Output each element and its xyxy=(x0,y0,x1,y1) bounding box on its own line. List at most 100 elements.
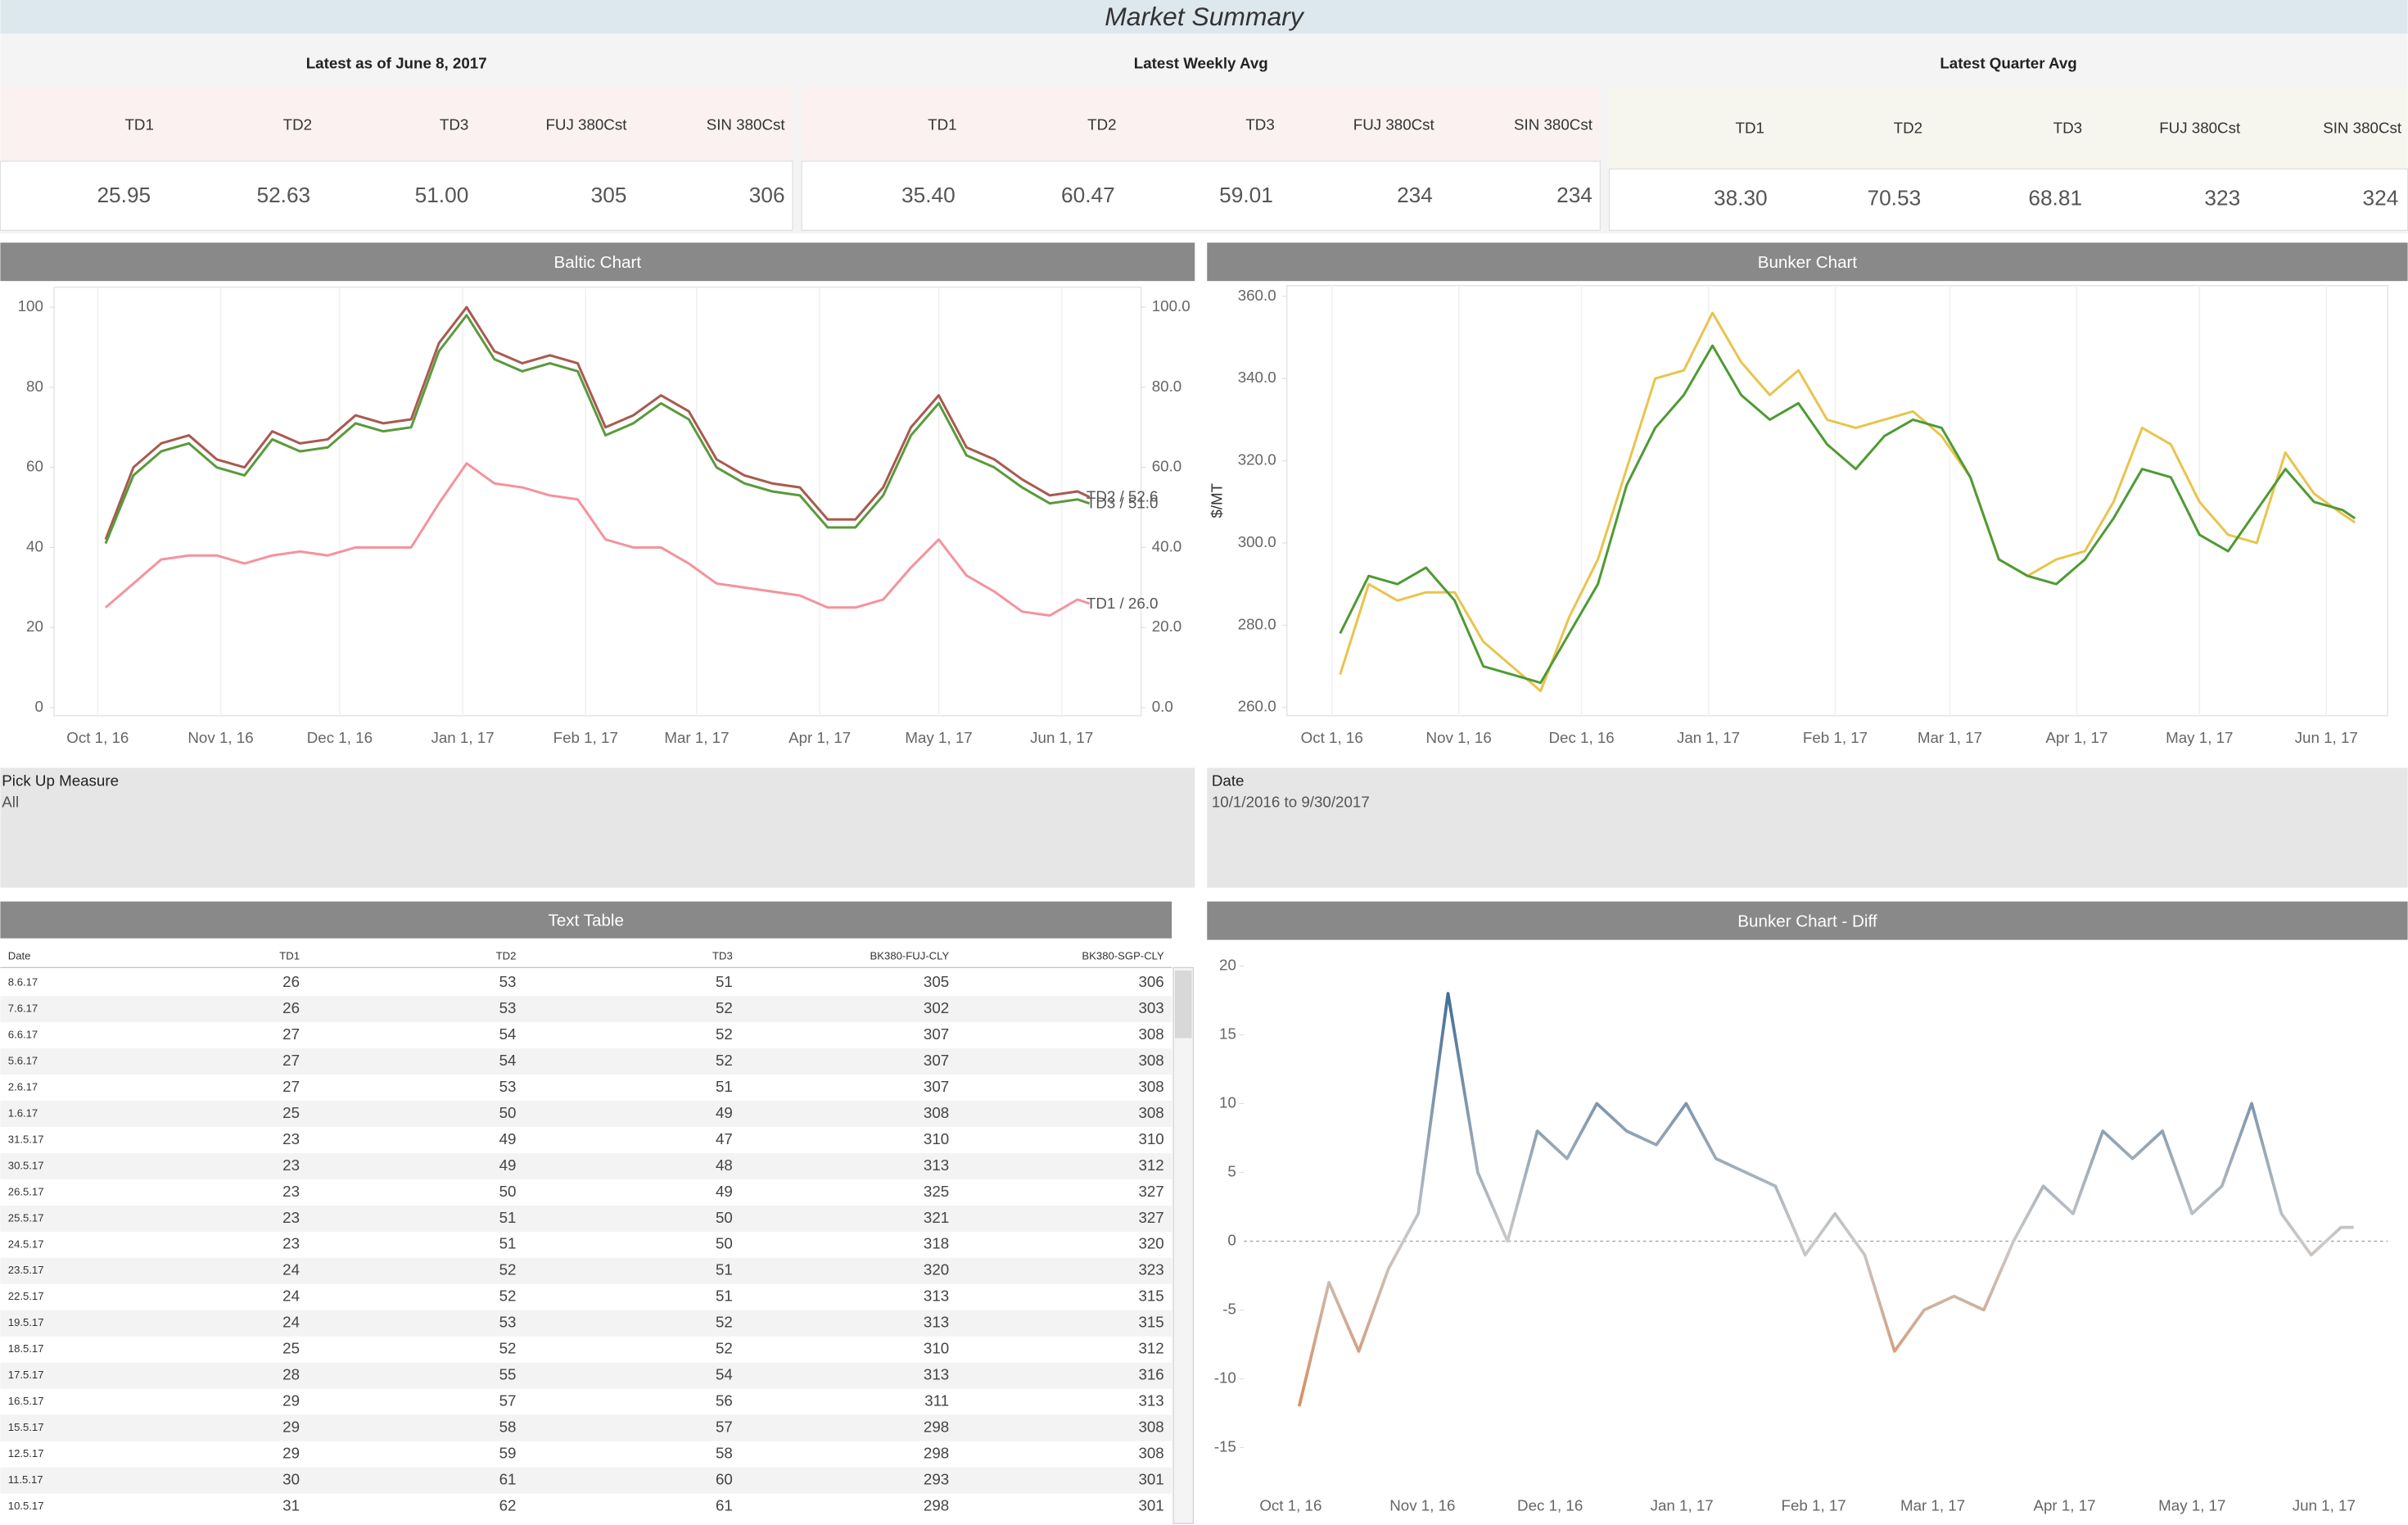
table-cell: 312 xyxy=(1138,1340,1163,1357)
table-cell: 54 xyxy=(499,1025,517,1043)
table-cell: 321 xyxy=(924,1209,949,1226)
kpi-value-row xyxy=(0,161,793,231)
table-row-band xyxy=(0,1362,1172,1389)
table-cell: 313 xyxy=(924,1366,949,1383)
table-cell: 51 xyxy=(716,1287,733,1305)
table-cell: 55 xyxy=(499,1366,517,1383)
table-cell: 26 xyxy=(282,999,300,1016)
table-cell: 16.5.17 xyxy=(8,1395,44,1407)
series-line xyxy=(1339,344,2356,685)
table-cell: 313 xyxy=(924,1156,949,1174)
kpi-header-row xyxy=(0,87,793,161)
x-tick-label: Oct 1, 16 xyxy=(1301,729,1363,746)
table-row-band xyxy=(0,1467,1172,1494)
table-cell: 293 xyxy=(924,1470,949,1487)
y2-tick-label: 80.0 xyxy=(1152,378,1182,395)
table-cell: 26.5.17 xyxy=(8,1185,44,1197)
table-cell: 315 xyxy=(1138,1314,1163,1331)
table-cell: 53 xyxy=(499,1078,517,1095)
kpi-header: TD3 xyxy=(1245,116,1274,133)
x-tick-label: May 1, 17 xyxy=(2158,1496,2225,1514)
table-cell: 10.5.17 xyxy=(8,1500,44,1512)
table-cell: 298 xyxy=(924,1445,949,1462)
table-cell: 23 xyxy=(282,1183,300,1200)
table-cell: 17.5.17 xyxy=(8,1369,44,1381)
scrollbar[interactable] xyxy=(1172,966,1194,1524)
table-cell: 327 xyxy=(1138,1209,1163,1226)
table-cell: 29 xyxy=(282,1419,300,1436)
table-cell: 51 xyxy=(499,1209,517,1226)
table-cell: 47 xyxy=(716,1130,733,1147)
kpi-value: 234 xyxy=(1556,183,1593,207)
table-cell: 15.5.17 xyxy=(8,1421,44,1433)
table-cell: 50 xyxy=(499,1183,517,1200)
table-cell: 59 xyxy=(499,1445,517,1462)
series-line xyxy=(1339,311,2356,693)
table-cell: 23 xyxy=(282,1130,300,1147)
table-cell: 53 xyxy=(499,999,517,1016)
kpi-value: 305 xyxy=(591,183,627,207)
table-cell: 308 xyxy=(1138,1052,1163,1069)
panel-title-bar xyxy=(0,901,1172,939)
x-tick-label: Mar 1, 17 xyxy=(664,729,729,746)
filter-label: Date xyxy=(1212,772,1245,789)
y-tick-label: 360.0 xyxy=(1238,287,1276,304)
y2-tick-label: 40.0 xyxy=(1152,537,1182,554)
x-tick-label: Mar 1, 17 xyxy=(1918,729,1982,746)
table-header: Date xyxy=(8,950,31,962)
kpi-title: Latest as of June 8, 2017 xyxy=(306,55,487,72)
table-cell: 307 xyxy=(924,1078,949,1095)
x-tick-label: Jan 1, 17 xyxy=(431,729,495,746)
x-tick-label: Jan 1, 17 xyxy=(1677,729,1740,746)
y-tick-label: 5 xyxy=(1227,1162,1236,1179)
x-tick-label: Nov 1, 16 xyxy=(1389,1496,1455,1514)
table-cell: 51 xyxy=(716,973,733,990)
end-label: TD1 / 26.0 xyxy=(1087,595,1159,612)
x-tick-label: Oct 1, 16 xyxy=(66,729,129,746)
table-cell: 28 xyxy=(282,1366,300,1383)
end-label: TD2 / 52.6 xyxy=(1087,488,1159,505)
filter-value: All xyxy=(2,794,19,811)
table-header: BK380-SGP-CLY xyxy=(1082,950,1164,962)
table-cell: 52 xyxy=(716,1314,733,1331)
table-cell: 52 xyxy=(716,1340,733,1357)
kpi-header: SIN 380Cst xyxy=(2323,119,2402,136)
series-line xyxy=(1297,992,2354,1407)
y-tick-label: 100 xyxy=(18,297,43,315)
table-cell: 22.5.17 xyxy=(8,1290,44,1302)
table-cell: 305 xyxy=(924,973,949,990)
kpi-value: 59.01 xyxy=(1219,183,1273,207)
table-cell: 23 xyxy=(282,1156,300,1174)
y-tick-label: 10 xyxy=(1219,1093,1236,1111)
table-cell: 27 xyxy=(282,1052,300,1069)
x-tick-label: Dec 1, 16 xyxy=(1548,729,1614,746)
series-line xyxy=(104,305,1091,541)
table-cell: 316 xyxy=(1138,1366,1163,1383)
kpi-value: 70.53 xyxy=(1867,186,1921,210)
table-cell: 1.6.17 xyxy=(8,1106,38,1119)
y-tick-label: 320.0 xyxy=(1238,451,1276,468)
y-tick-label: 300.0 xyxy=(1238,533,1276,550)
scroll-thumb[interactable] xyxy=(1174,971,1192,1039)
table-cell: 27 xyxy=(282,1025,300,1043)
x-tick-label: Apr 1, 17 xyxy=(2033,1496,2095,1514)
y2-tick-label: 0.0 xyxy=(1152,698,1173,715)
table-cell: 12.5.17 xyxy=(8,1447,44,1459)
table-cell: 62 xyxy=(499,1496,517,1514)
table-row-band xyxy=(0,1100,1172,1127)
table-cell: 25 xyxy=(282,1340,300,1357)
table-cell: 26 xyxy=(282,973,300,990)
table-cell: 6.6.17 xyxy=(8,1028,38,1040)
table-cell: 308 xyxy=(924,1104,949,1121)
y-tick-label: 340.0 xyxy=(1238,369,1276,386)
table-cell: 2.6.17 xyxy=(8,1080,38,1093)
table-cell: 51 xyxy=(716,1078,733,1095)
table-row-band xyxy=(0,1414,1172,1441)
y-tick-label: -15 xyxy=(1214,1437,1236,1455)
table-cell: 18.5.17 xyxy=(8,1342,44,1355)
kpi-value: 68.81 xyxy=(2028,186,2082,210)
kpi-header: TD2 xyxy=(1087,116,1116,133)
y-tick-label: 260.0 xyxy=(1238,698,1276,715)
table-cell: 57 xyxy=(716,1419,733,1436)
